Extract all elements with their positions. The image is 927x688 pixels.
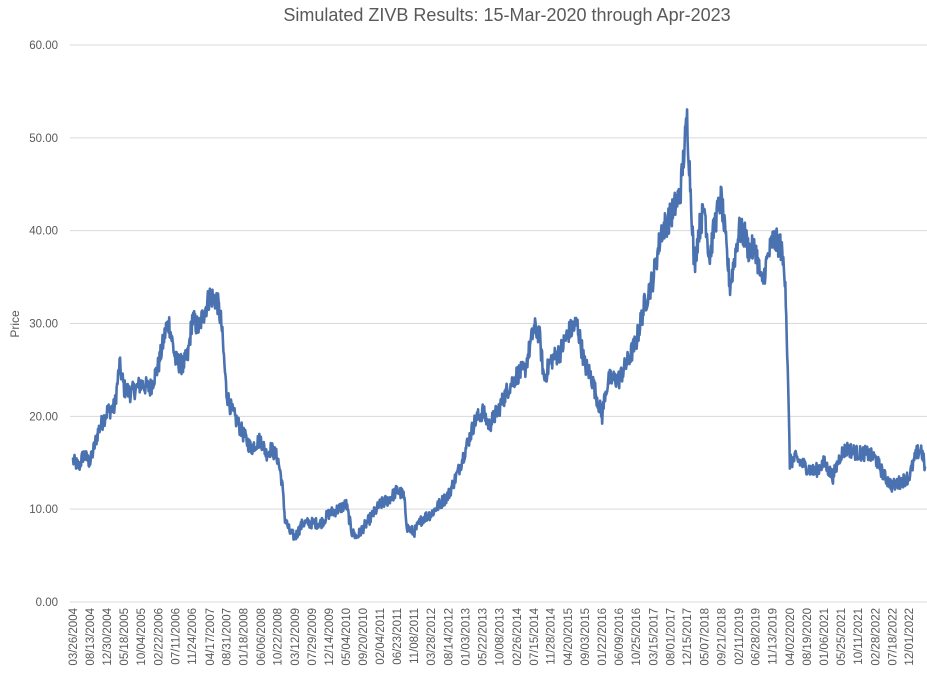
x-tick-label: 03/26/2004	[68, 607, 80, 665]
x-tick-label: 12/14/2009	[324, 608, 336, 666]
price-series-line	[71, 108, 927, 541]
x-tick-label: 05/07/2018	[700, 608, 712, 666]
x-tick-label: 02/26/2014	[512, 607, 524, 665]
x-tick-label: 04/20/2015	[563, 608, 575, 666]
x-tick-label: 03/28/2012	[426, 608, 438, 666]
y-tick-label: 20.00	[29, 411, 58, 423]
y-axis-ticks: 0.00 10.00 20.00 30.00 40.00 50.00 60.00	[29, 40, 58, 609]
x-tick-label: 03/15/2017	[648, 608, 660, 666]
x-tick-label: 07/29/2009	[307, 608, 319, 666]
x-tick-label: 09/20/2010	[358, 608, 370, 666]
y-tick-label: 0.00	[36, 597, 58, 609]
x-tick-label: 01/03/2013	[461, 608, 473, 666]
x-tick-label: 03/12/2009	[290, 608, 302, 666]
y-tick-label: 30.00	[29, 319, 58, 331]
x-tick-label: 05/22/2013	[478, 608, 490, 666]
x-tick-label: 11/28/2014	[546, 607, 558, 664]
x-tick-label: 06/28/2019	[751, 608, 763, 666]
x-tick-label: 05/04/2010	[341, 608, 353, 666]
x-tick-label: 04/17/2007	[205, 608, 217, 666]
y-tick-label: 60.00	[29, 40, 58, 52]
x-tick-label: 11/08/2011	[409, 608, 421, 664]
x-tick-label: 04/02/2020	[785, 608, 797, 666]
x-tick-label: 02/28/2022	[870, 608, 882, 666]
series-layer	[71, 108, 927, 541]
x-tick-label: 10/22/2008	[273, 608, 285, 666]
x-tick-label: 07/15/2014	[529, 607, 541, 665]
x-tick-label: 02/04/2011	[375, 608, 387, 665]
y-tick-label: 10.00	[29, 504, 58, 516]
x-tick-label: 08/01/2017	[665, 608, 677, 666]
x-tick-label: 06/06/2008	[256, 608, 268, 666]
x-tick-label: 08/19/2020	[802, 608, 814, 666]
x-tick-label: 01/06/2021	[819, 608, 831, 666]
chart-title: Simulated ZIVB Results: 15-Mar-2020 thro…	[283, 5, 730, 25]
x-tick-label: 10/11/2021	[853, 608, 865, 665]
x-tick-label: 06/09/2016	[614, 608, 626, 666]
y-tick-label: 50.00	[29, 133, 58, 145]
x-tick-label: 07/18/2022	[887, 608, 899, 666]
x-tick-label: 08/13/2004	[85, 607, 97, 665]
x-tick-label: 10/25/2016	[631, 608, 643, 666]
x-tick-label: 12/30/2004	[102, 607, 114, 665]
x-tick-label: 02/11/2019	[734, 608, 746, 665]
x-tick-label: 02/22/2006	[154, 608, 166, 666]
x-tick-label: 12/01/2022	[904, 608, 916, 666]
x-tick-label: 11/24/2006	[187, 608, 199, 665]
x-axis-ticks: 03/26/2004 08/13/2004 12/30/2004 05/18/2005…	[68, 607, 916, 665]
x-tick-label: 11/13/2019	[768, 608, 780, 665]
x-tick-label: 07/11/2006	[171, 608, 183, 665]
x-tick-label: 01/22/2016	[597, 608, 609, 666]
x-tick-label: 05/18/2005	[119, 608, 131, 666]
x-tick-label: 08/31/2007	[222, 608, 234, 666]
y-tick-label: 40.00	[29, 226, 58, 238]
x-tick-label: 01/18/2008	[239, 608, 251, 666]
x-tick-label: 09/21/2018	[716, 608, 728, 666]
x-tick-label: 08/14/2012	[443, 608, 455, 666]
x-tick-label: 06/23/2011	[392, 608, 404, 665]
x-tick-label: 12/15/2017	[682, 608, 694, 666]
y-axis-label: Price	[8, 310, 22, 338]
x-tick-label: 10/08/2013	[495, 608, 507, 666]
x-tick-label: 10/04/2005	[136, 608, 148, 666]
x-tick-label: 05/25/2021	[836, 608, 848, 666]
x-tick-label: 09/03/2015	[580, 608, 592, 666]
